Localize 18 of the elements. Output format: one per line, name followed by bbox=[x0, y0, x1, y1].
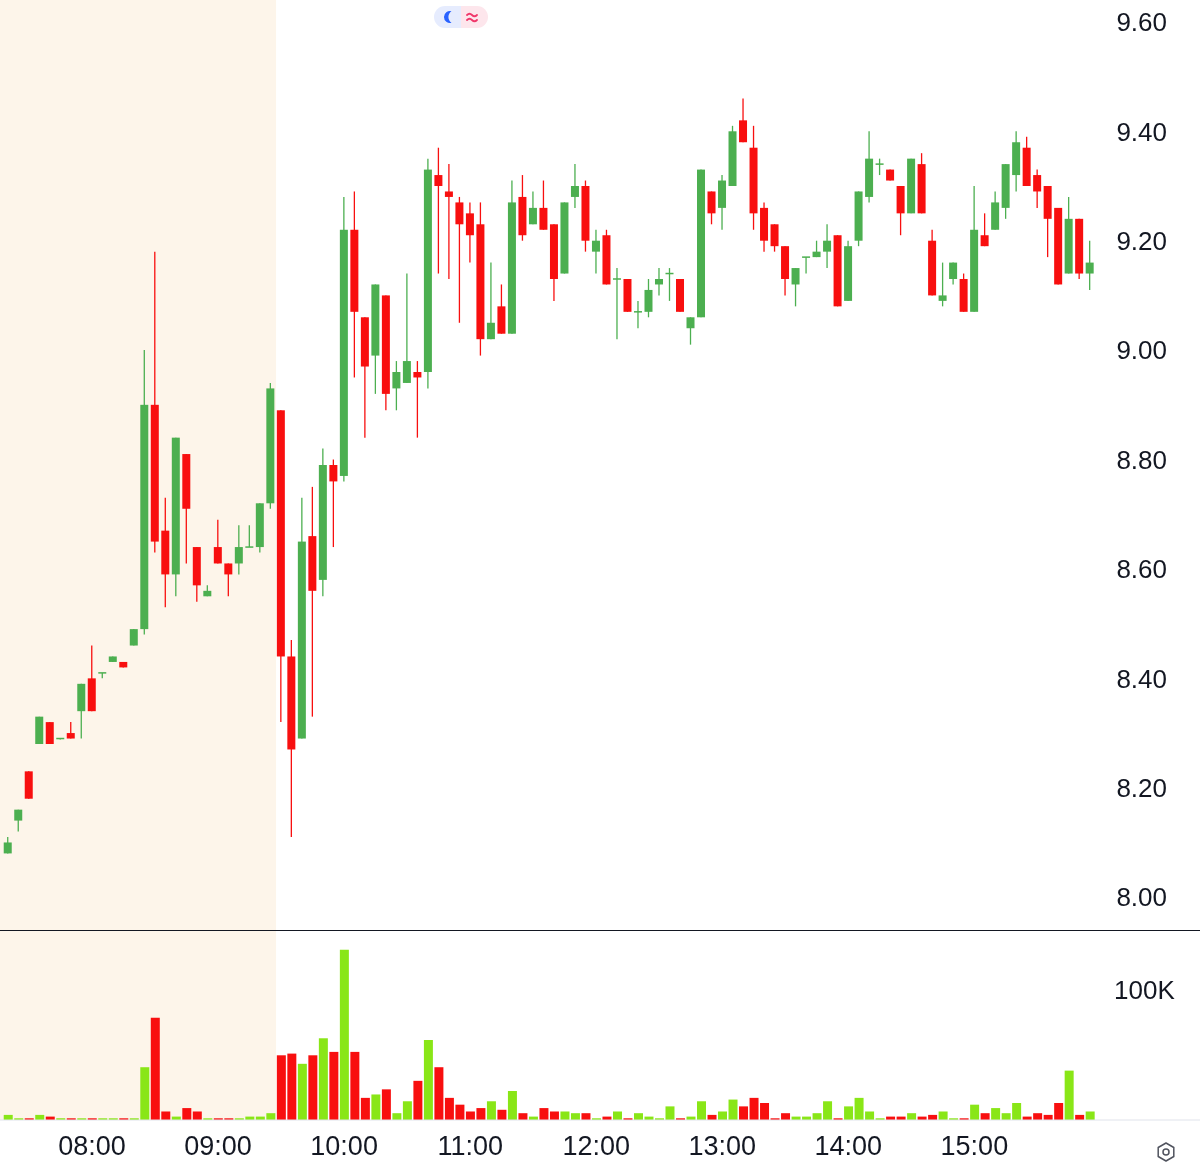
x-tick-label: 08:00 bbox=[58, 1131, 126, 1162]
x-tick-label: 13:00 bbox=[688, 1131, 757, 1162]
y-tick-label: 9.60 bbox=[1116, 7, 1167, 38]
annotation: 100K bbox=[1114, 975, 1175, 1005]
x-tick-label: 15:00 bbox=[940, 1131, 1009, 1162]
x-tick-label: 09:00 bbox=[184, 1131, 252, 1162]
x-tick-label: 11:00 bbox=[437, 1131, 503, 1162]
y-tick-label: 9.20 bbox=[1116, 225, 1167, 256]
x-tick-label: 14:00 bbox=[814, 1131, 883, 1162]
y-tick-label: 8.40 bbox=[1116, 663, 1167, 694]
x-tick-label: 10:00 bbox=[310, 1131, 378, 1162]
y-tick-label: 8.20 bbox=[1116, 772, 1167, 803]
x-tick-label: 12:00 bbox=[562, 1131, 631, 1162]
y-tick-label: 9.00 bbox=[1116, 335, 1167, 366]
y-tick-label: 8.80 bbox=[1116, 444, 1167, 475]
y-tick-label: 8.00 bbox=[1116, 882, 1167, 913]
y-tick-label: 8.60 bbox=[1116, 554, 1167, 585]
y-tick-label: 9.40 bbox=[1116, 116, 1167, 147]
